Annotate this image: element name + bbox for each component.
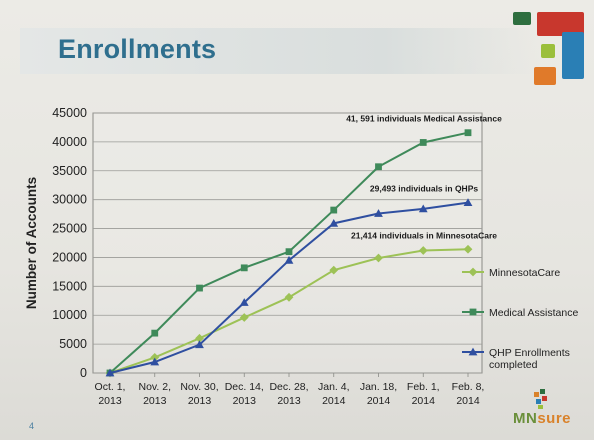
data-point	[240, 264, 248, 272]
series-end-label: 29,493 individuals in QHPs	[370, 184, 478, 194]
data-point	[105, 368, 115, 377]
data-point	[330, 206, 338, 214]
data-point	[150, 353, 160, 362]
deco-block-green-light	[541, 44, 555, 58]
x-tick-label: 2013	[188, 395, 212, 407]
mnsure-logo: MNsure	[513, 410, 571, 427]
y-tick-label: 5000	[59, 337, 87, 351]
y-axis-label: Number of Accounts	[24, 177, 39, 309]
data-point	[150, 357, 160, 366]
data-point	[284, 292, 294, 302]
x-tick-label: 2014	[367, 395, 391, 407]
legend-label: QHP Enrollments	[489, 347, 570, 359]
x-tick-label: Feb. 1,	[407, 381, 440, 393]
data-point	[195, 333, 204, 343]
y-tick-label: 0	[80, 366, 87, 380]
legend-label: MinnesotaCare	[489, 267, 560, 279]
x-tick-label: Jan. 18,	[360, 381, 397, 393]
y-tick-label: 30000	[52, 193, 87, 207]
x-tick-label: 2013	[143, 395, 167, 407]
legend-marker	[468, 347, 478, 356]
data-point	[284, 255, 294, 264]
data-point	[463, 198, 473, 206]
data-point	[374, 253, 383, 263]
legend-label: Medical Assistance	[489, 307, 578, 319]
deco-block-orange	[534, 67, 556, 85]
data-point	[239, 298, 249, 306]
data-point	[419, 139, 427, 146]
y-tick-label: 40000	[52, 135, 87, 149]
page-number: 4	[29, 421, 35, 431]
x-tick-label: 2014	[322, 395, 346, 407]
x-tick-label: Dec. 14,	[225, 381, 264, 393]
x-tick-label: Dec. 28,	[269, 381, 308, 393]
data-point	[374, 209, 383, 217]
mnsure-logo-icon	[534, 389, 547, 409]
data-point	[418, 246, 428, 255]
slide-title: Enrollments	[58, 34, 217, 64]
y-tick-label: 35000	[52, 164, 87, 178]
y-tick-label: 25000	[52, 222, 87, 236]
x-tick-label: Jan. 4,	[318, 381, 350, 393]
logo-mn-text: MN	[513, 410, 538, 427]
logo-sure-text: sure	[537, 410, 572, 427]
data-point	[329, 218, 339, 227]
x-tick-label: 2013	[98, 395, 122, 407]
x-tick-label: Feb. 8,	[452, 381, 485, 393]
data-point	[195, 340, 204, 349]
y-tick-label: 20000	[52, 250, 87, 264]
x-tick-label: 2014	[412, 395, 436, 407]
legend-label: completed	[489, 359, 538, 371]
legend-marker	[468, 267, 478, 277]
title-bar	[20, 28, 540, 74]
x-tick-label: Nov. 2,	[139, 381, 171, 393]
deco-block-blue	[562, 32, 584, 79]
x-tick-label: 2013	[277, 395, 301, 407]
data-point	[329, 265, 339, 275]
data-point	[285, 248, 293, 256]
y-tick-label: 10000	[52, 308, 87, 322]
x-tick-label: 2013	[233, 395, 257, 407]
data-point	[375, 163, 382, 171]
data-point	[418, 204, 428, 213]
data-point	[151, 329, 159, 337]
series-end-label: 21,414 individuals in MinnesotaCare	[351, 230, 497, 240]
x-tick-label: 2014	[456, 395, 480, 407]
series-end-label: 41, 591 individuals Medical Assistance	[346, 114, 502, 124]
data-point	[463, 244, 473, 254]
x-tick-label: Nov. 30,	[180, 381, 218, 393]
deco-block-green-dark	[513, 12, 531, 25]
data-point	[239, 313, 249, 322]
x-tick-label: Oct. 1,	[95, 381, 126, 393]
legend-marker	[469, 308, 477, 316]
data-point	[196, 284, 203, 292]
data-point	[464, 129, 472, 137]
y-tick-label: 45000	[52, 106, 87, 120]
y-tick-label: 15000	[52, 279, 87, 293]
